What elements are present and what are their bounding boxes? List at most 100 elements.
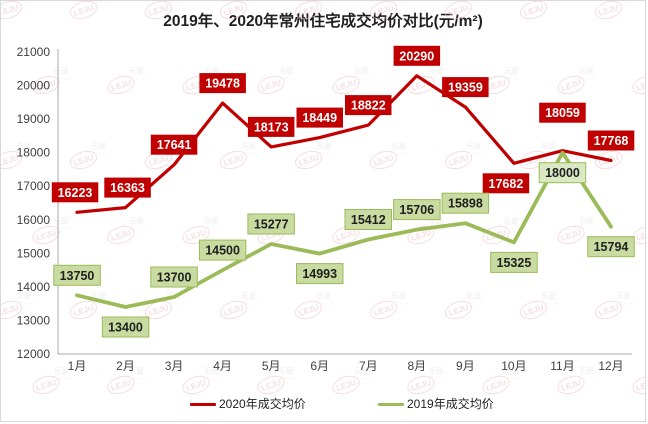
svg-text:乐居: 乐居	[316, 142, 331, 151]
svg-text:LEJU.COM: LEJU.COM	[318, 301, 334, 305]
svg-text:LEJU.COM: LEJU.COM	[243, 151, 259, 155]
svg-text:15412: 15412	[351, 213, 386, 227]
svg-text:15325: 15325	[497, 256, 532, 270]
svg-text:乐居: 乐居	[616, 292, 631, 301]
svg-text:LEJU.COM: LEJU.COM	[618, 301, 634, 305]
svg-text:19478: 19478	[205, 77, 240, 91]
svg-text:15000: 15000	[17, 246, 51, 260]
svg-text:16223: 16223	[58, 186, 93, 200]
svg-text:LEJU.COM: LEJU.COM	[131, 76, 147, 80]
svg-text:13750: 13750	[60, 269, 95, 283]
svg-text:LEJU.COM: LEJU.COM	[18, 1, 34, 5]
svg-text:19359: 19359	[448, 81, 483, 95]
svg-text:4月: 4月	[213, 359, 232, 373]
svg-text:乐居: 乐居	[504, 217, 519, 226]
svg-text:LEJU.COM: LEJU.COM	[56, 376, 72, 380]
svg-text:LEJU: LEJU	[635, 78, 646, 93]
svg-text:12月: 12月	[598, 359, 623, 373]
svg-text:乐居: 乐居	[54, 67, 69, 76]
svg-text:乐居: 乐居	[541, 292, 556, 301]
svg-text:乐居: 乐居	[504, 67, 519, 76]
svg-text:乐居: 乐居	[91, 142, 106, 151]
svg-text:LEJU.COM: LEJU.COM	[206, 226, 222, 230]
svg-text:乐居: 乐居	[541, 142, 556, 151]
svg-text:LEJU.COM: LEJU.COM	[206, 376, 222, 380]
svg-text:乐居: 乐居	[279, 67, 294, 76]
svg-text:17768: 17768	[594, 134, 629, 148]
svg-text:LEJU.COM: LEJU.COM	[618, 1, 634, 5]
svg-text:13400: 13400	[108, 321, 143, 335]
svg-text:11月: 11月	[550, 359, 574, 373]
svg-text:7月: 7月	[359, 359, 378, 373]
svg-text:14993: 14993	[302, 267, 337, 281]
svg-text:18000: 18000	[17, 146, 51, 160]
svg-text:9月: 9月	[456, 359, 475, 373]
svg-text:16000: 16000	[17, 213, 51, 227]
svg-text:LEJU.COM: LEJU.COM	[618, 151, 634, 155]
svg-text:LEJU.COM: LEJU.COM	[393, 1, 409, 5]
svg-text:1月: 1月	[68, 359, 87, 373]
svg-text:LEJU.COM: LEJU.COM	[393, 151, 409, 155]
svg-text:18173: 18173	[254, 120, 289, 134]
svg-text:15794: 15794	[594, 240, 629, 254]
svg-text:18449: 18449	[302, 111, 337, 125]
svg-text:乐居: 乐居	[129, 217, 144, 226]
svg-text:LEJU.COM: LEJU.COM	[243, 1, 259, 5]
svg-text:LEJU.COM: LEJU.COM	[581, 376, 597, 380]
svg-text:乐居: 乐居	[204, 217, 219, 226]
svg-text:LEJU.COM: LEJU.COM	[468, 301, 484, 305]
svg-text:19000: 19000	[17, 112, 51, 126]
svg-text:14500: 14500	[205, 244, 240, 258]
svg-text:LEJU.COM: LEJU.COM	[318, 151, 334, 155]
svg-text:15898: 15898	[448, 197, 483, 211]
svg-text:乐居: 乐居	[579, 217, 594, 226]
svg-text:2月: 2月	[116, 359, 135, 373]
svg-text:乐居: 乐居	[241, 292, 256, 301]
svg-text:LEJU.COM: LEJU.COM	[281, 376, 297, 380]
svg-text:LEJU.COM: LEJU.COM	[506, 376, 522, 380]
svg-text:20290: 20290	[399, 49, 434, 63]
svg-text:21000: 21000	[17, 45, 51, 59]
svg-text:15706: 15706	[399, 203, 434, 217]
svg-text:乐居: 乐居	[279, 367, 294, 376]
svg-text:15277: 15277	[254, 218, 289, 232]
svg-text:乐居: 乐居	[316, 292, 331, 301]
svg-text:乐居: 乐居	[466, 142, 481, 151]
svg-text:乐居: 乐居	[129, 67, 144, 76]
svg-text:乐居: 乐居	[54, 217, 69, 226]
svg-text:6月: 6月	[310, 359, 329, 373]
svg-text:5月: 5月	[262, 359, 281, 373]
svg-text:3月: 3月	[165, 359, 184, 373]
svg-text:LEJU.COM: LEJU.COM	[131, 376, 147, 380]
svg-text:乐居: 乐居	[391, 292, 406, 301]
svg-text:LEJU.COM: LEJU.COM	[543, 1, 559, 5]
svg-text:LEJU.COM: LEJU.COM	[581, 226, 597, 230]
svg-text:18000: 18000	[545, 166, 580, 180]
svg-text:LEJU.COM: LEJU.COM	[506, 76, 522, 80]
svg-text:LEJU.COM: LEJU.COM	[468, 151, 484, 155]
svg-text:LEJU.COM: LEJU.COM	[431, 376, 447, 380]
svg-text:LEJU.COM: LEJU.COM	[131, 226, 147, 230]
svg-text:乐居: 乐居	[579, 367, 594, 376]
svg-text:17641: 17641	[157, 138, 192, 152]
svg-text:LEJU: LEJU	[635, 378, 646, 393]
svg-text:13000: 13000	[17, 313, 51, 327]
svg-text:17000: 17000	[17, 179, 51, 193]
svg-text:LEJU.COM: LEJU.COM	[281, 76, 297, 80]
svg-text:18822: 18822	[351, 99, 386, 113]
svg-text:LEJU.COM: LEJU.COM	[393, 301, 409, 305]
svg-text:13700: 13700	[157, 271, 192, 285]
svg-text:18059: 18059	[545, 106, 580, 120]
svg-text:LEJU: LEJU	[635, 228, 646, 243]
svg-text:乐居: 乐居	[429, 67, 444, 76]
svg-text:LEJU.COM: LEJU.COM	[168, 301, 184, 305]
svg-text:乐居: 乐居	[579, 67, 594, 76]
svg-text:乐居: 乐居	[391, 142, 406, 151]
svg-text:LEJU.COM: LEJU.COM	[243, 301, 259, 305]
svg-text:乐居: 乐居	[429, 367, 444, 376]
svg-text:LEJU.COM: LEJU.COM	[468, 1, 484, 5]
svg-text:乐居: 乐居	[466, 292, 481, 301]
svg-text:LEJU.COM: LEJU.COM	[581, 76, 597, 80]
svg-text:14000: 14000	[17, 280, 51, 294]
svg-text:20000: 20000	[17, 79, 51, 93]
